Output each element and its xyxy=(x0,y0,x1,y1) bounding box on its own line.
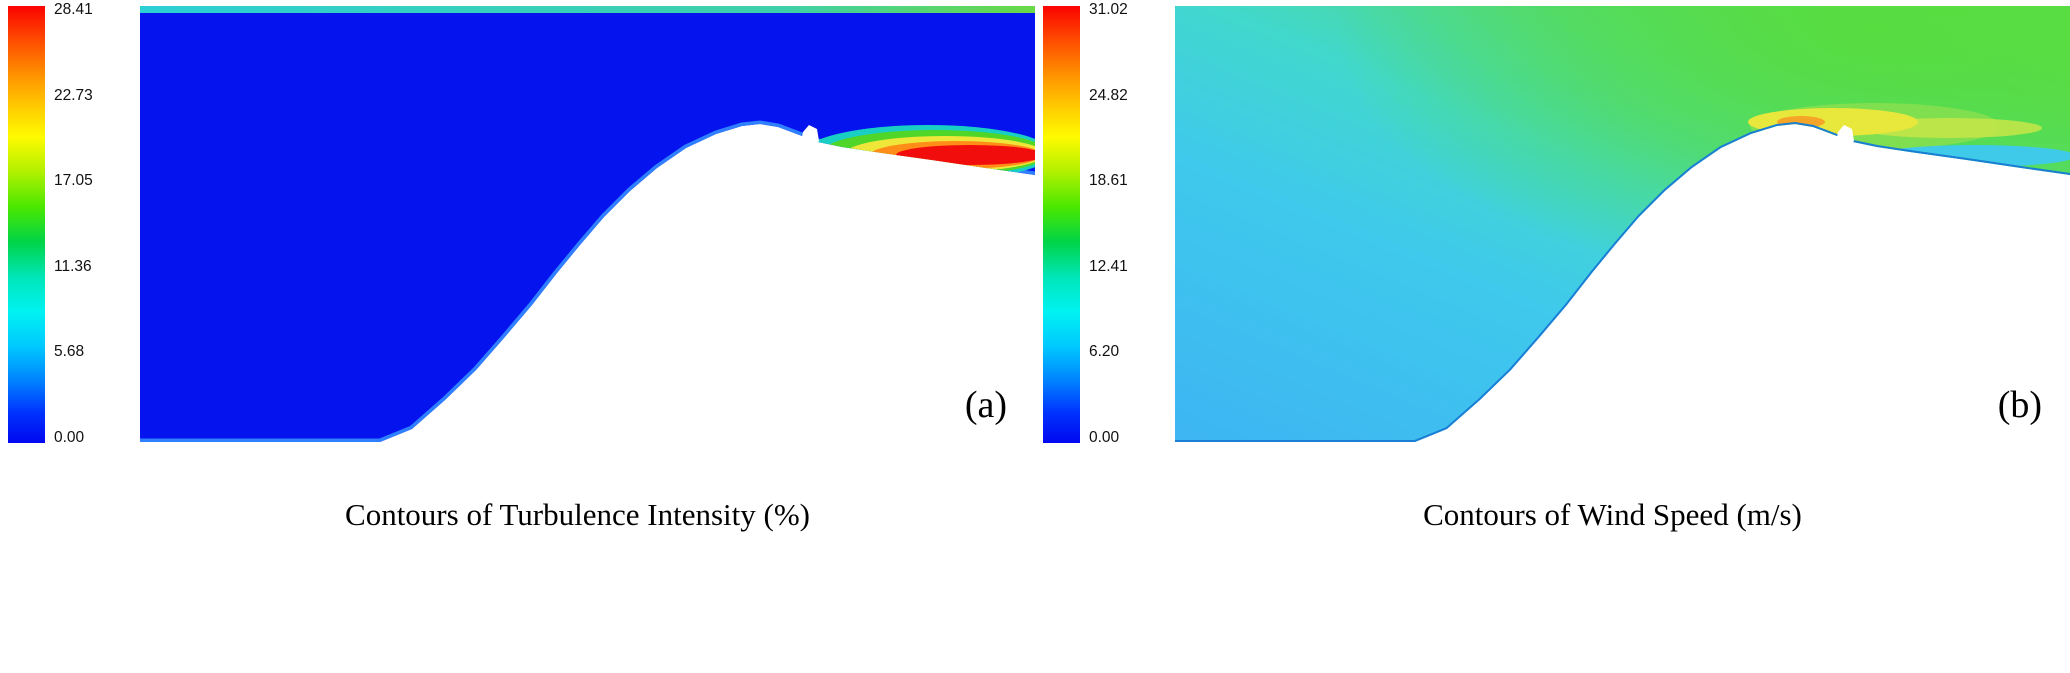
crest-obstacle xyxy=(1835,125,1854,147)
panel-label-a: (a) xyxy=(964,384,1007,426)
crest-obstacle xyxy=(800,125,819,147)
colorbar-a: 28.41 22.73 17.05 11.36 5.68 0.00 xyxy=(8,2,118,449)
crest-speedup-orange xyxy=(1777,116,1825,128)
colorbar-tick-label: 5.68 xyxy=(54,343,85,361)
colorbar-tick-label: 0.00 xyxy=(54,428,85,446)
colorbar-gradient-a xyxy=(8,6,45,443)
contour-plot-b: (b) xyxy=(1175,6,2070,443)
colorbar-b: 31.02 24.82 18.61 12.41 6.20 0.00 xyxy=(1043,2,1153,449)
colorbar-tick-label: 31.02 xyxy=(1089,1,1128,18)
upper-speed-region xyxy=(1175,6,2070,442)
wake-core-red xyxy=(896,145,1035,165)
colorbar-ticks-b: 31.02 24.82 18.61 12.41 6.20 0.00 xyxy=(1089,2,1153,445)
caption-a: Contours of Turbulence Intensity (%) xyxy=(345,497,810,532)
top-shear-layer xyxy=(140,6,1035,13)
colorbar-tick-label: 28.41 xyxy=(54,1,93,18)
panel-a: 28.41 22.73 17.05 11.36 5.68 0.00 xyxy=(0,0,1035,532)
flow-field-region xyxy=(140,6,1035,442)
colorbar-tick-label: 17.05 xyxy=(54,172,93,190)
colorbar-tick-label: 22.73 xyxy=(54,86,93,104)
colorbar-tick-label: 0.00 xyxy=(1089,428,1120,446)
colorbar-tick-label: 12.41 xyxy=(1089,257,1128,275)
panel-b: 31.02 24.82 18.61 12.41 6.20 0.00 xyxy=(1035,0,2070,673)
colorbar-tick-label: 6.20 xyxy=(1089,343,1120,361)
contour-plot-a: (a) xyxy=(140,6,1035,443)
colorbar-tick-label: 24.82 xyxy=(1089,86,1128,104)
turbulence-contour-field xyxy=(140,6,1035,442)
caption-b: Contours of Wind Speed (m/s) xyxy=(1423,497,1802,532)
plot-row-a: 28.41 22.73 17.05 11.36 5.68 0.00 xyxy=(0,0,1035,449)
plot-row-b: 31.02 24.82 18.61 12.41 6.20 0.00 xyxy=(1035,0,2070,449)
panel-label-b: (b) xyxy=(1997,384,2042,426)
crest-speedup-yellow xyxy=(1748,108,1918,136)
colorbar-gradient-b xyxy=(1043,6,1080,443)
wake-slow-region xyxy=(1875,145,2070,167)
colorbar-tick-label: 18.61 xyxy=(1089,172,1128,190)
windspeed-contour-field xyxy=(1175,6,2070,442)
colorbar-ticks-a: 28.41 22.73 17.05 11.36 5.68 0.00 xyxy=(54,2,118,445)
colorbar-tick-label: 11.36 xyxy=(54,257,92,275)
